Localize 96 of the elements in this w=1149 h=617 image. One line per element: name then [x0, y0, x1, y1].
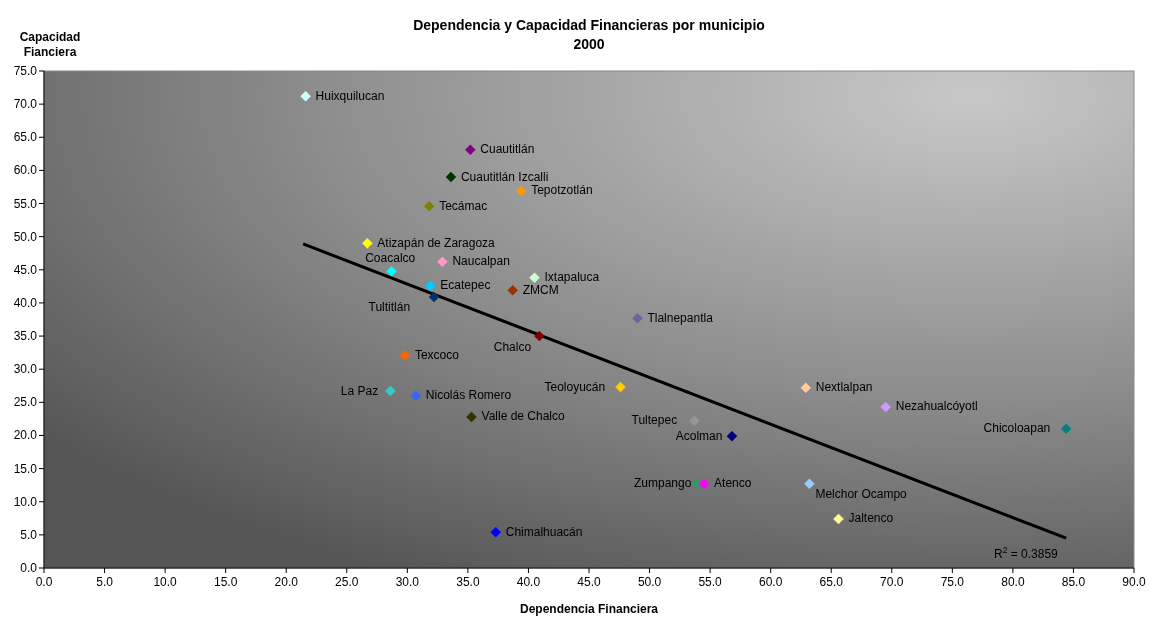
point	[437, 256, 448, 268]
y-tick-label: 35.0	[13, 329, 38, 344]
x-tick-label: 55.0	[698, 575, 723, 589]
point	[300, 90, 311, 102]
x-tick-label: 0.0	[35, 575, 53, 589]
series-label: Cuautitlán Izcalli	[460, 169, 549, 184]
point	[515, 185, 527, 197]
point	[534, 330, 545, 342]
series-label: Ecatepec	[440, 278, 491, 293]
y-tick-label: 20.0	[13, 428, 38, 443]
point	[880, 401, 891, 413]
point	[490, 526, 501, 538]
x-tick-label: 10.0	[153, 575, 178, 589]
series-label: Tultepec	[631, 413, 678, 428]
point	[698, 478, 710, 490]
point	[399, 350, 411, 361]
y-tick-label: 5.0	[20, 527, 38, 542]
series-label: Zumpango	[633, 476, 692, 491]
point	[445, 171, 457, 183]
point	[410, 390, 422, 401]
series-label: Tepotzotlán	[531, 183, 593, 198]
series-label: Cuautitlán	[480, 142, 535, 157]
series-label: Ixtapaluca	[544, 270, 600, 285]
series-label: Tlalnepantla	[647, 310, 714, 325]
x-tick-label: 20.0	[274, 575, 299, 589]
point	[804, 478, 815, 490]
y-tick-label: 50.0	[13, 229, 38, 244]
x-tick-label: 60.0	[758, 575, 783, 589]
point	[833, 513, 844, 525]
x-tick-label: 65.0	[819, 575, 844, 589]
series-label: Jaltenco	[848, 511, 894, 526]
x-tick-label: 80.0	[1001, 575, 1025, 589]
series-label: Nicolás Romero	[425, 388, 512, 403]
x-tick-label: 40.0	[516, 575, 541, 589]
y-tick-label: 65.0	[13, 130, 38, 145]
point	[362, 238, 373, 249]
x-tick-label: 75.0	[940, 575, 965, 589]
series-label: Texcoco	[414, 347, 460, 362]
series-label: Tultitlán	[368, 300, 411, 315]
x-tick-label: 70.0	[880, 575, 904, 589]
y-axis-title: Capacidad Fianciera	[19, 30, 81, 59]
point	[466, 411, 477, 423]
series-label: ZMCM	[522, 282, 559, 297]
point	[800, 382, 812, 393]
x-tick-label: 30.0	[395, 575, 420, 589]
series-label: Nextlalpan	[815, 380, 873, 395]
series-label: Huixquilucan	[315, 88, 385, 103]
y-tick-label: 45.0	[13, 262, 38, 277]
series-label: Chicoloapan	[983, 421, 1051, 436]
y-tick-label: 10.0	[13, 494, 38, 509]
x-tick-label: 50.0	[637, 575, 662, 589]
y-tick-label: 40.0	[13, 295, 38, 310]
series-label: Chimalhuacán	[505, 524, 583, 539]
series-label: Valle de Chalco	[481, 409, 566, 424]
x-tick-label: 15.0	[213, 575, 238, 589]
series-label: Nezahualcóyotl	[895, 399, 978, 414]
point	[386, 265, 397, 277]
series-label: Melchor Ocampo	[815, 487, 908, 502]
series-label: Atizapán de Zaragoza	[377, 235, 496, 250]
y-tick-label: 75.0	[13, 64, 38, 78]
series-label: Naucalpan	[452, 254, 510, 269]
x-tick-label: 45.0	[577, 575, 601, 589]
x-tick-label: 25.0	[335, 575, 359, 589]
point	[385, 385, 396, 397]
y-tick-label: 55.0	[13, 196, 38, 211]
chart-subtitle: 2000	[573, 36, 605, 52]
y-tick-label: 60.0	[13, 163, 38, 178]
x-axis-title: Dependencia Financiera	[519, 602, 659, 616]
point	[615, 381, 626, 393]
point	[428, 291, 440, 303]
series-label: Atenco	[714, 476, 752, 491]
y-tick-label: 15.0	[13, 461, 38, 476]
y-tick-label: 0.0	[20, 561, 38, 575]
series-label: Teoloyucán	[544, 379, 606, 394]
x-tick-label: 85.0	[1061, 575, 1086, 589]
x-tick-label: 90.0	[1122, 575, 1146, 589]
series-label: Acolman	[675, 428, 723, 443]
point	[423, 200, 435, 212]
chart-title: Dependencia y Capacidad Financieras por municipio	[413, 17, 765, 33]
series-label: La Paz	[340, 383, 379, 398]
series-label: Tecámac	[439, 198, 488, 213]
x-tick-label: 5.0	[96, 575, 114, 589]
y-tick-label: 25.0	[13, 395, 38, 410]
series-label: Chalco	[493, 339, 532, 354]
x-tick-label: 35.0	[456, 575, 480, 589]
point	[1060, 423, 1072, 435]
series-label: Coacalco	[365, 250, 416, 265]
y-tick-label: 30.0	[13, 362, 38, 377]
y-tick-label: 70.0	[13, 97, 38, 112]
annotation: R$^{2}$ = 0.3859	[994, 545, 1059, 561]
point	[465, 144, 476, 156]
point	[425, 280, 436, 291]
point	[529, 272, 540, 283]
point	[507, 285, 518, 296]
point	[726, 430, 738, 442]
point	[632, 312, 643, 324]
